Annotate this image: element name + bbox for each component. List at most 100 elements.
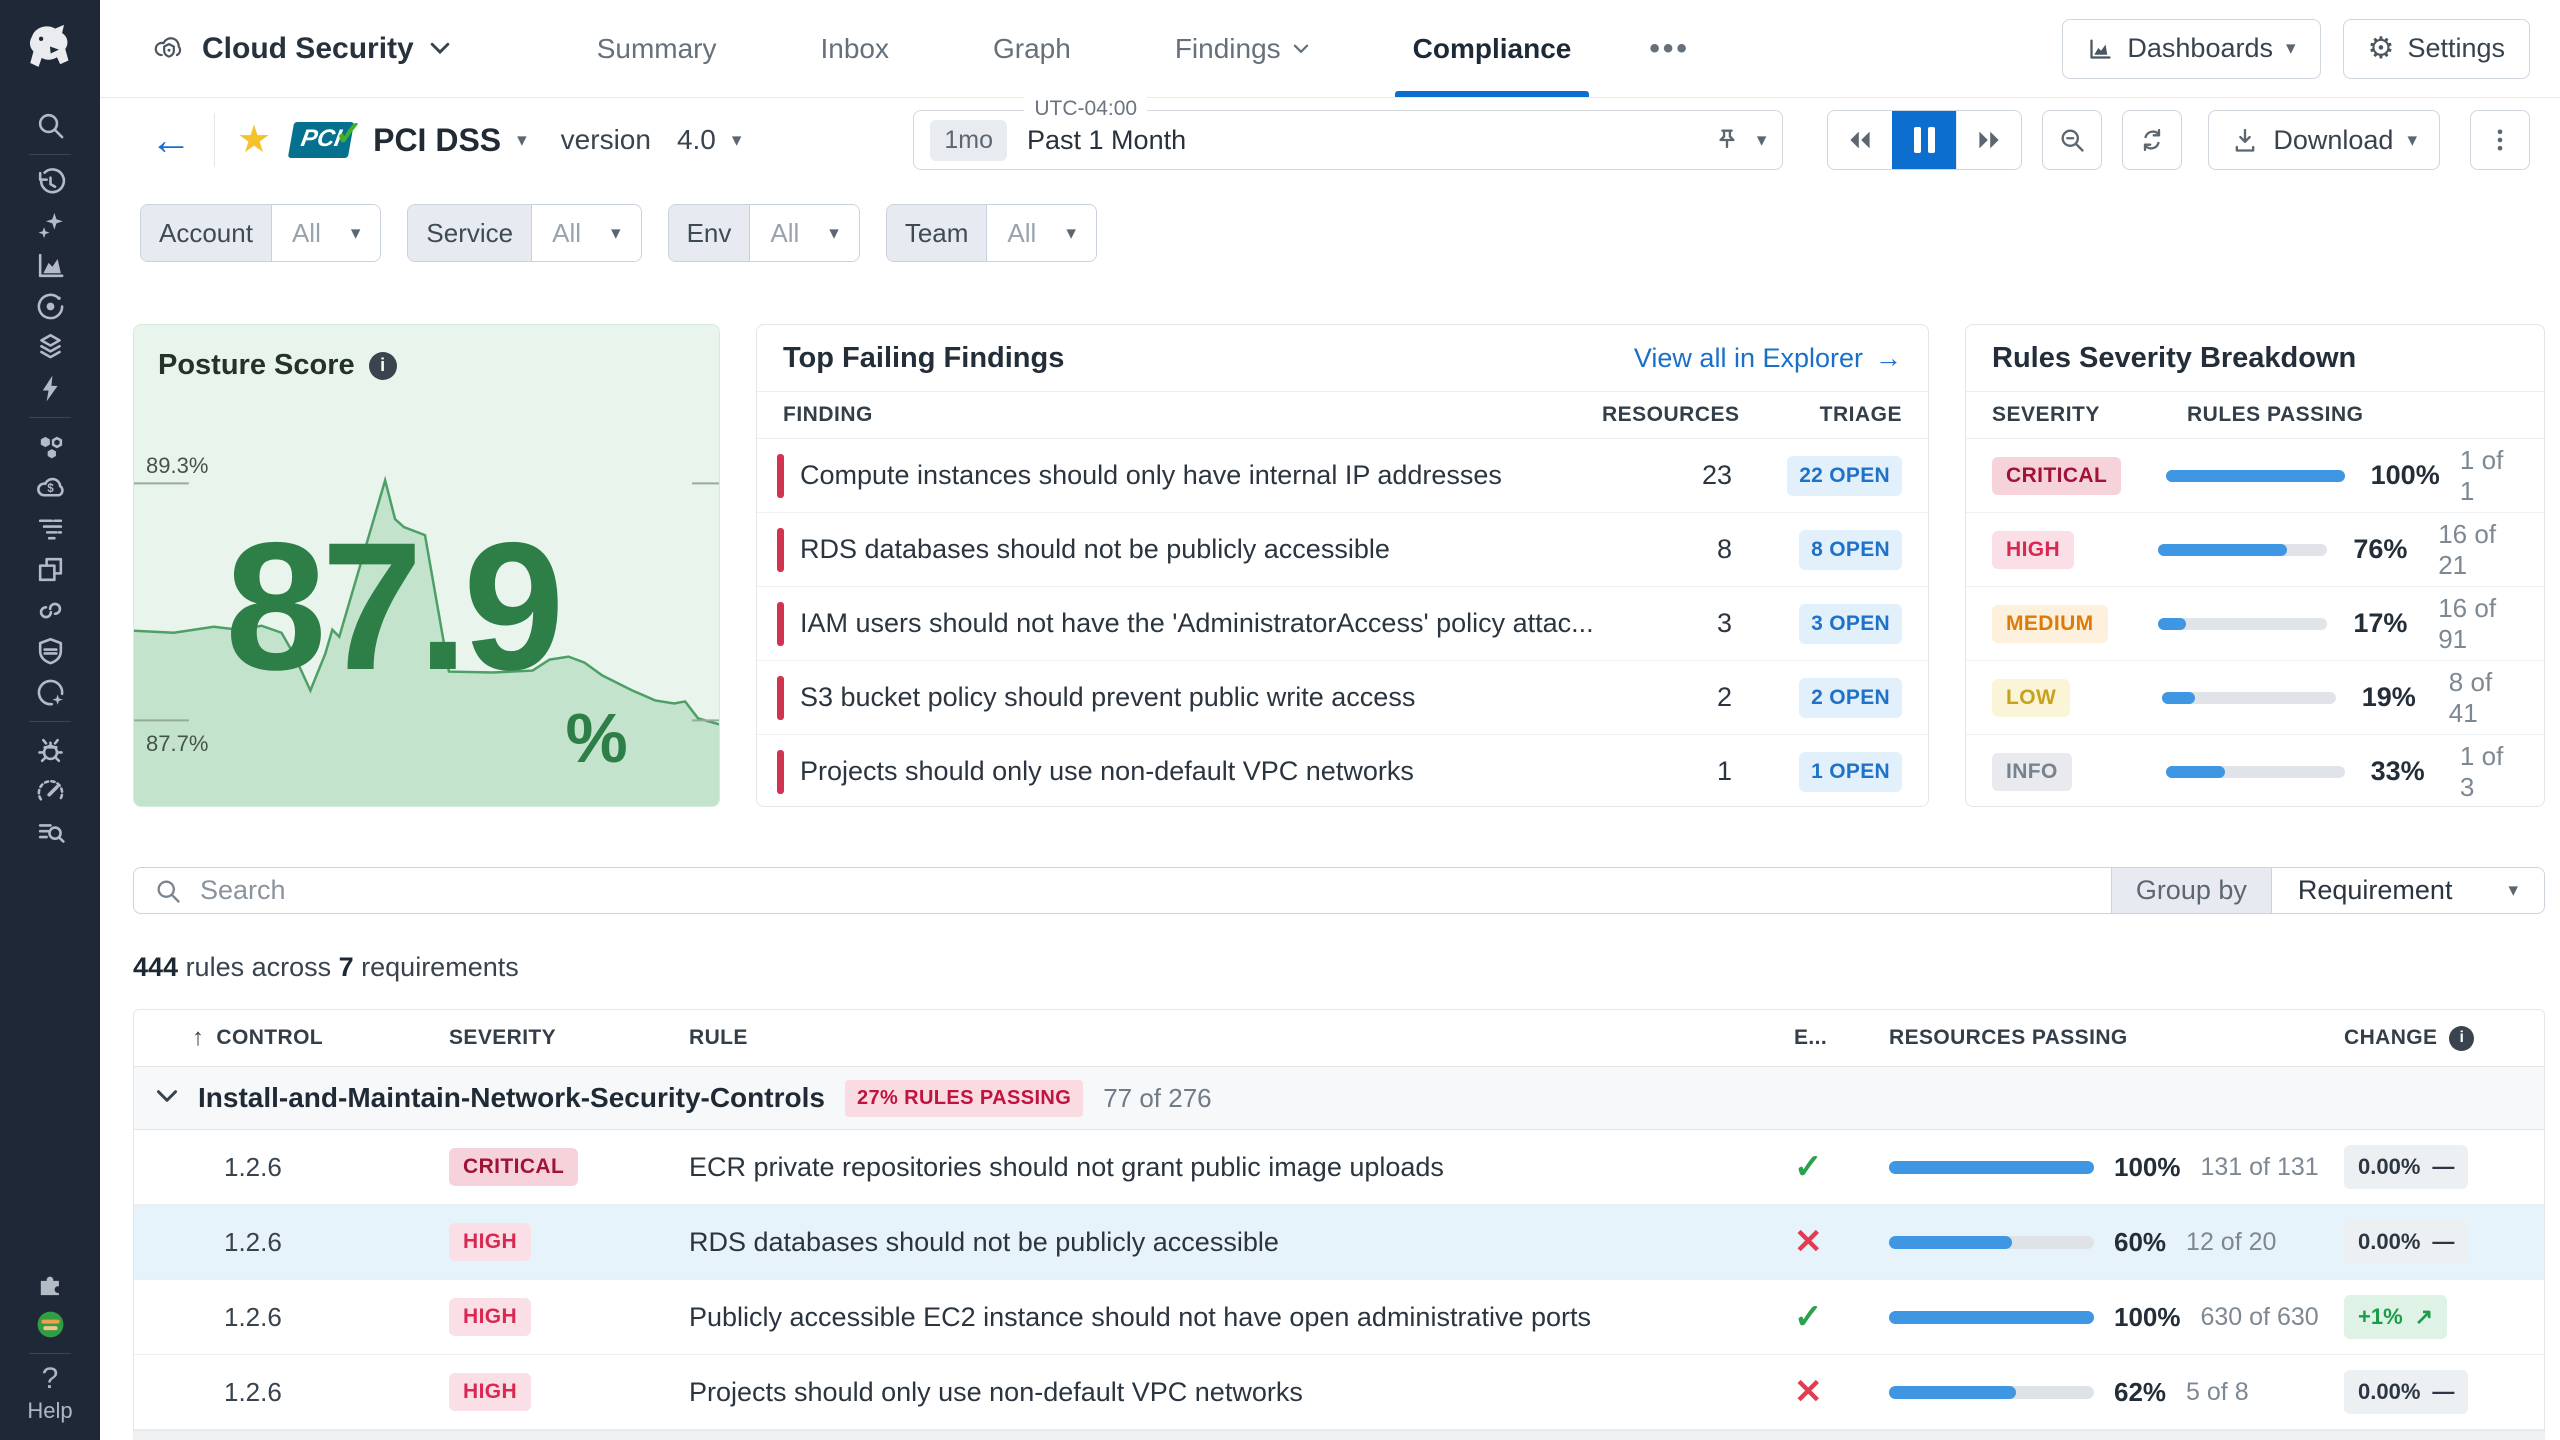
rule-row[interactable]: 1.2.6 CRITICAL ECR private repositories …: [134, 1130, 2544, 1205]
infrastructure-icon[interactable]: [0, 426, 100, 467]
audit-trail-icon[interactable]: [0, 812, 100, 853]
svg-text:$: $: [47, 482, 54, 495]
finding-row[interactable]: S3 bucket policy should prevent public w…: [757, 661, 1928, 735]
triage-open-badge[interactable]: 8 OPEN: [1799, 530, 1902, 570]
triage-open-badge[interactable]: 2 OPEN: [1799, 678, 1902, 718]
rewind-button[interactable]: [1828, 111, 1892, 169]
rules-passing-bar: [2162, 692, 2336, 704]
sidebar-divider: [29, 1353, 71, 1354]
filter-account[interactable]: Account All▾: [140, 204, 381, 262]
settings-button[interactable]: ⚙ Settings: [2343, 19, 2530, 79]
refresh-button[interactable]: [2122, 110, 2182, 170]
ai-assistant-icon[interactable]: [0, 204, 100, 245]
chevron-down-icon: [430, 42, 450, 55]
group-by-control[interactable]: Group by Requirement ▾: [2112, 867, 2545, 914]
bug-tracking-icon[interactable]: [0, 730, 100, 771]
more-tabs-button[interactable]: •••: [1649, 32, 1690, 66]
help-button[interactable]: ? Help: [27, 1362, 72, 1440]
security-shield-icon[interactable]: [0, 631, 100, 672]
tab-inbox[interactable]: Inbox: [769, 0, 942, 97]
favorite-star-icon[interactable]: ★: [237, 121, 271, 159]
rule-row[interactable]: 1.2.6 HIGH Publicly accessible EC2 insta…: [134, 1280, 2544, 1355]
logs-icon[interactable]: [0, 508, 100, 549]
software-delivery-icon[interactable]: [0, 327, 100, 368]
posture-score-title: Posture Score: [158, 349, 355, 382]
profiling-speedometer-icon[interactable]: [0, 771, 100, 812]
info-icon[interactable]: i: [369, 352, 397, 380]
triage-open-badge[interactable]: 3 OPEN: [1799, 604, 1902, 644]
search-icon[interactable]: [0, 105, 100, 146]
rules-passing-bar: [2158, 544, 2328, 556]
rule-row-highlighted[interactable]: 1.2.6 HIGH RDS databases should not be p…: [134, 1205, 2544, 1280]
info-icon[interactable]: i: [2449, 1026, 2474, 1051]
filter-team[interactable]: Team All▾: [886, 204, 1097, 262]
failing-accent-bar: [777, 602, 784, 646]
time-range-picker[interactable]: UTC-04:00 1mo Past 1 Month ▾: [913, 110, 1783, 170]
resources-passing-bar: [1889, 1386, 2094, 1399]
finding-row[interactable]: RDS databases should not be publicly acc…: [757, 513, 1928, 587]
triage-open-badge[interactable]: 22 OPEN: [1787, 456, 1902, 496]
rum-icon[interactable]: [0, 549, 100, 590]
rules-summary-text: 444 rules across 7 requirements: [133, 952, 2560, 983]
finding-row[interactable]: Projects should only use non-default VPC…: [757, 735, 1928, 808]
back-button[interactable]: ←: [150, 119, 192, 161]
search-input[interactable]: [198, 874, 2091, 907]
severity-table-header: SEVERITY RULES PASSING: [1966, 391, 2544, 439]
fast-forward-icon: [1974, 128, 2004, 152]
actions-bolt-icon[interactable]: [0, 368, 100, 409]
requirement-group-row[interactable]: Install-and-Maintain-Network-Security-Co…: [134, 1067, 2544, 1130]
toolbar-divider: [214, 113, 215, 167]
version-caret-icon[interactable]: ▾: [732, 131, 742, 150]
posture-score-card: Posture Score i 89.3% 87.7% 87.9 %: [133, 324, 720, 807]
download-button[interactable]: Download ▾: [2208, 110, 2440, 170]
zoom-out-button[interactable]: [2042, 110, 2102, 170]
triage-open-badge[interactable]: 1 OPEN: [1799, 752, 1902, 792]
integrations-puzzle-icon[interactable]: [0, 1263, 100, 1304]
severity-row-medium: MEDIUM 17% 16 of 91: [1966, 587, 2544, 661]
finding-row[interactable]: Compute instances should only have inter…: [757, 439, 1928, 513]
cloud-cost-icon[interactable]: $: [0, 467, 100, 508]
chevron-down-icon[interactable]: [156, 1085, 178, 1112]
framework-caret-icon[interactable]: ▾: [517, 131, 527, 150]
pause-button[interactable]: [1892, 111, 1956, 169]
rule-column-header[interactable]: RULE: [689, 1026, 1794, 1050]
datadog-logo[interactable]: [0, 0, 100, 97]
severity-column-header[interactable]: SEVERITY: [449, 1026, 689, 1050]
tab-compliance[interactable]: Compliance: [1361, 0, 1624, 97]
rules-table: ↑ CONTROL SEVERITY RULE E... RESOURCES P…: [133, 1009, 2545, 1430]
range-badge: 1mo: [930, 120, 1007, 161]
product-switcher[interactable]: Cloud Security: [152, 32, 450, 66]
search-box[interactable]: [133, 867, 2112, 914]
time-caret-icon[interactable]: ▾: [1757, 131, 1767, 150]
resources-passing-bar: [1889, 1161, 2094, 1174]
user-avatar[interactable]: [0, 1304, 100, 1345]
flat-dash-icon: —: [2432, 1229, 2454, 1255]
failing-accent-bar: [777, 676, 784, 720]
fast-forward-button[interactable]: [1956, 111, 2021, 169]
workflows-icon[interactable]: [0, 590, 100, 631]
change-column-header[interactable]: CHANGE i: [2344, 1026, 2544, 1051]
time-playback-controls: [1827, 110, 2022, 170]
history-icon[interactable]: [0, 163, 100, 204]
filter-env[interactable]: Env All▾: [668, 204, 860, 262]
severity-badge: INFO: [1992, 753, 2072, 791]
dashboards-button[interactable]: Dashboards ▾: [2062, 19, 2320, 79]
kebab-menu-button[interactable]: [2470, 110, 2530, 170]
evaluation-column-header[interactable]: E...: [1794, 1026, 1889, 1050]
tab-findings[interactable]: Findings: [1123, 0, 1361, 97]
rules-severity-breakdown-card: Rules Severity Breakdown SEVERITY RULES …: [1965, 324, 2545, 807]
tab-graph[interactable]: Graph: [941, 0, 1123, 97]
quality-gauge-icon[interactable]: [0, 672, 100, 713]
resources-passing-column-header[interactable]: RESOURCES PASSING: [1889, 1026, 2344, 1050]
control-column-header[interactable]: ↑ CONTROL: [134, 1024, 449, 1052]
rule-row[interactable]: 1.2.6 HIGH Projects should only use non-…: [134, 1355, 2544, 1430]
view-all-in-explorer-link[interactable]: View all in Explorer →: [1634, 343, 1902, 374]
tab-summary[interactable]: Summary: [545, 0, 769, 97]
findings-card-title: Top Failing Findings: [783, 342, 1064, 375]
pin-icon[interactable]: [1713, 126, 1741, 154]
finding-row[interactable]: IAM users should not have the 'Administr…: [757, 587, 1928, 661]
apm-icon[interactable]: [0, 286, 100, 327]
metrics-icon[interactable]: [0, 245, 100, 286]
rewind-icon: [1845, 128, 1875, 152]
filter-service[interactable]: Service All▾: [407, 204, 641, 262]
